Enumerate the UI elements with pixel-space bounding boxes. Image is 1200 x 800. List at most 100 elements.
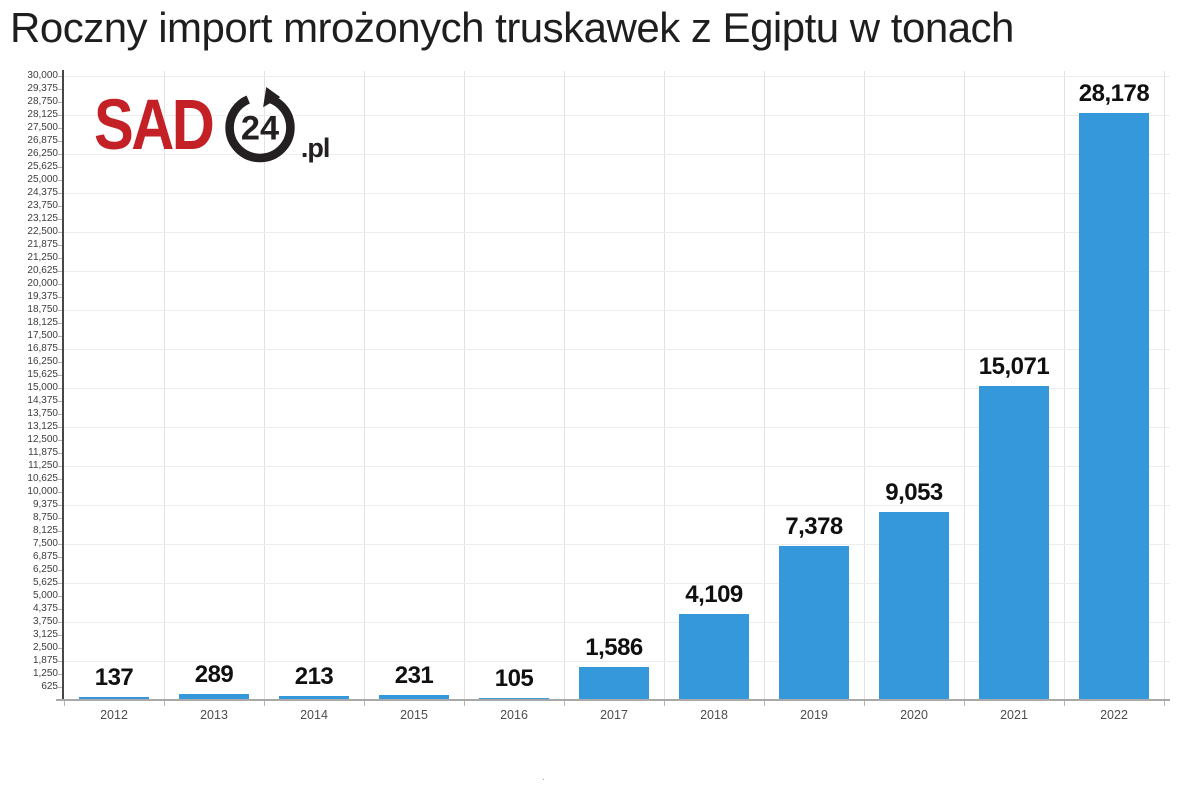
y-tick-label: 6,250 — [32, 564, 58, 576]
x-tick-label: 2017 — [600, 708, 628, 722]
bar-2015 — [379, 695, 449, 700]
y-tick-label: 5,625 — [32, 577, 58, 589]
bar-2016 — [479, 697, 549, 700]
horizontal-gridline — [64, 582, 1170, 584]
y-axis-tick — [58, 127, 64, 129]
y-tick-label: 16,875 — [27, 343, 58, 355]
y-axis-tick — [58, 608, 64, 610]
y-axis-tick — [58, 517, 64, 519]
y-tick-label: 5,000 — [32, 590, 58, 602]
y-tick-label: 6,875 — [32, 551, 58, 563]
y-tick-label: 3,750 — [32, 616, 58, 628]
bar-value-label: 4,109 — [685, 581, 743, 609]
x-axis-tick — [764, 701, 765, 706]
vertical-gridline — [1164, 71, 1165, 700]
y-tick-label: 8,125 — [32, 525, 58, 537]
y-tick-label: 22,500 — [27, 226, 58, 238]
x-axis-tick — [264, 701, 265, 706]
x-axis-tick — [564, 701, 565, 706]
y-tick-label: 1,875 — [32, 655, 58, 667]
bar-value-label: 1,586 — [585, 633, 643, 661]
y-tick-label: 27,500 — [27, 122, 58, 134]
bar-value-label: 231 — [394, 662, 434, 690]
vertical-gridline — [764, 71, 765, 700]
y-axis-tick — [58, 452, 64, 454]
y-axis-tick — [58, 374, 64, 376]
x-axis-line — [56, 699, 1170, 701]
y-axis-tick — [58, 439, 64, 441]
y-axis-tick — [58, 257, 64, 259]
x-tick-label: 2020 — [900, 708, 928, 722]
y-axis-tick — [58, 543, 64, 545]
y-tick-label: 1,250 — [32, 668, 58, 680]
y-tick-label: 2,500 — [32, 642, 58, 654]
x-axis-tick — [1064, 701, 1065, 706]
y-tick-label: 23,750 — [27, 200, 58, 212]
vertical-gridline — [664, 71, 665, 700]
bar-2019 — [779, 546, 849, 700]
y-tick-label: 20,000 — [27, 278, 58, 290]
bar-value-label: 105 — [494, 664, 534, 692]
y-tick-label: 3,125 — [32, 629, 58, 641]
y-axis-tick — [58, 166, 64, 168]
y-tick-label: 18,125 — [27, 317, 58, 329]
y-tick-label: 10,000 — [27, 486, 58, 498]
vertical-gridline — [964, 71, 965, 700]
y-tick-label: 15,000 — [27, 382, 58, 394]
bar-2021 — [979, 386, 1049, 700]
x-tick-label: 2022 — [1100, 708, 1128, 722]
y-axis-tick — [58, 348, 64, 350]
vertical-gridline — [264, 71, 265, 700]
horizontal-gridline — [64, 465, 1170, 467]
y-axis-tick — [58, 101, 64, 103]
y-axis-tick — [58, 556, 64, 558]
horizontal-gridline — [64, 153, 1170, 155]
y-axis-tick — [58, 504, 64, 506]
y-axis-tick — [58, 114, 64, 116]
y-tick-label: 4,375 — [32, 603, 58, 615]
horizontal-gridline — [64, 348, 1170, 350]
horizontal-gridline — [64, 426, 1170, 428]
y-tick-label: 28,125 — [27, 109, 58, 121]
y-tick-label: 24,375 — [27, 187, 58, 199]
x-tick-label: 2021 — [1000, 708, 1028, 722]
y-tick-label: 13,125 — [27, 421, 58, 433]
bar-2017 — [579, 666, 649, 700]
footer-dot: . — [542, 772, 545, 783]
horizontal-gridline — [64, 660, 1170, 662]
y-tick-label: 26,250 — [27, 148, 58, 160]
y-tick-label: 30,000 — [27, 70, 58, 81]
y-axis-tick — [58, 309, 64, 311]
y-tick-label: 14,375 — [27, 395, 58, 407]
y-tick-label: 11,875 — [28, 447, 58, 459]
x-tick-label: 2019 — [800, 708, 828, 722]
y-axis-tick — [58, 335, 64, 337]
x-axis-tick — [1164, 701, 1165, 706]
y-tick-label: 8,750 — [32, 512, 58, 524]
x-axis-tick — [964, 701, 965, 706]
y-tick-label: 19,375 — [27, 291, 58, 303]
y-axis-tick — [58, 595, 64, 597]
y-tick-label: 15,625 — [27, 369, 58, 381]
y-axis-tick — [58, 491, 64, 493]
bar-2014 — [279, 695, 349, 700]
bar-value-label: 7,378 — [785, 513, 843, 541]
horizontal-gridline — [64, 270, 1170, 272]
y-axis-tick — [58, 400, 64, 402]
vertical-gridline — [464, 71, 465, 700]
vertical-gridline — [564, 71, 565, 700]
y-tick-label: 28,750 — [27, 96, 58, 108]
horizontal-gridline — [64, 309, 1170, 311]
y-tick-label: 17,500 — [27, 330, 58, 342]
x-tick-label: 2014 — [300, 708, 328, 722]
vertical-gridline — [364, 71, 365, 700]
x-tick-label: 2013 — [200, 708, 228, 722]
y-tick-label: 7,500 — [32, 538, 58, 550]
x-axis-tick — [664, 701, 665, 706]
x-axis-tick — [364, 701, 365, 706]
y-axis-tick — [58, 569, 64, 571]
bar-value-label: 289 — [194, 660, 234, 688]
y-axis-line — [62, 70, 64, 701]
circular-arrow-icon: 24 — [225, 87, 295, 163]
y-axis-tick — [58, 530, 64, 532]
